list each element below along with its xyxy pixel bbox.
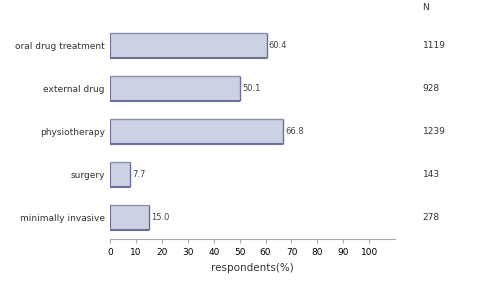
- Bar: [110, 162, 130, 187]
- Text: 7.7: 7.7: [132, 170, 145, 179]
- X-axis label: respondents(%): respondents(%): [212, 263, 294, 273]
- Bar: [110, 76, 240, 101]
- Text: 143: 143: [422, 170, 440, 179]
- Text: N: N: [422, 3, 429, 12]
- Text: 1119: 1119: [422, 41, 446, 50]
- Text: 60.4: 60.4: [268, 41, 287, 50]
- Bar: [110, 205, 149, 230]
- Text: 15.0: 15.0: [151, 213, 170, 222]
- Bar: [110, 119, 283, 144]
- Text: 66.8: 66.8: [286, 127, 304, 136]
- Bar: [110, 33, 266, 58]
- Text: 1239: 1239: [422, 127, 446, 136]
- Text: 928: 928: [422, 84, 440, 93]
- Text: 50.1: 50.1: [242, 84, 260, 93]
- Text: 278: 278: [422, 213, 440, 222]
